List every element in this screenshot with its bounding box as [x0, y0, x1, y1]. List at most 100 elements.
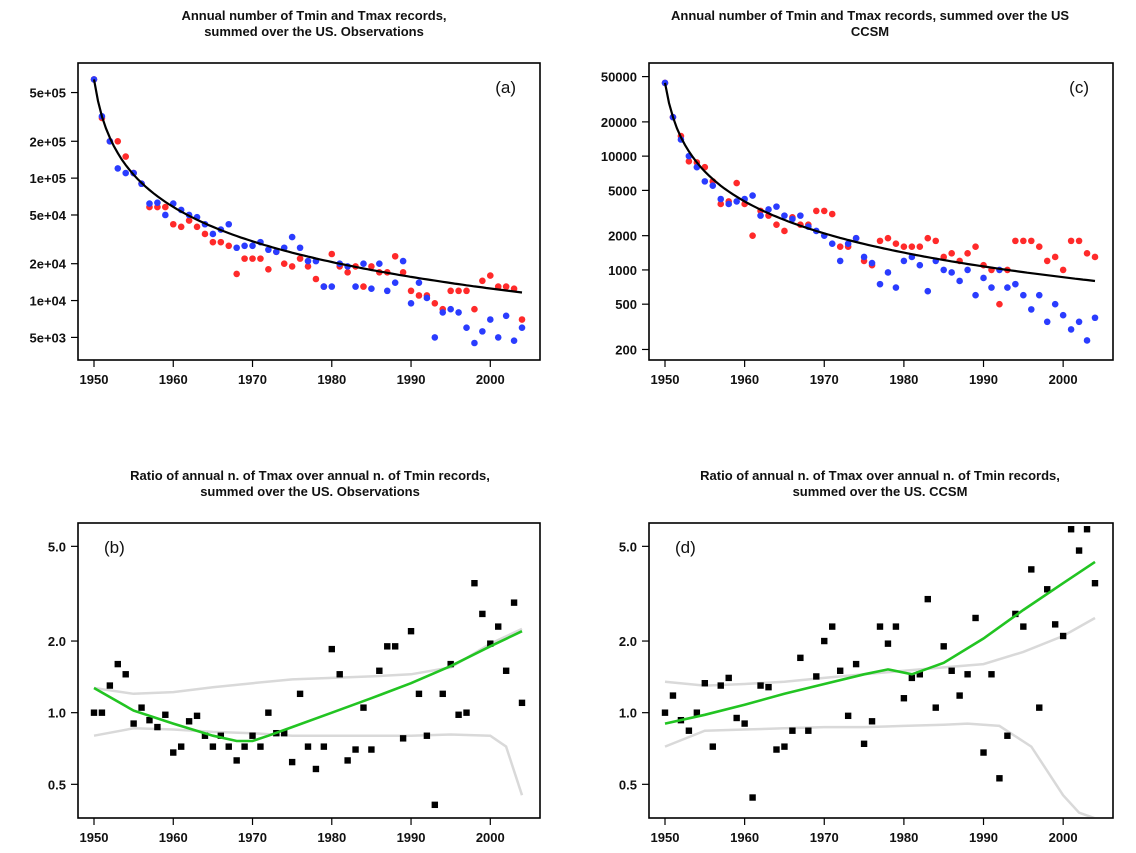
tmax-point — [486, 272, 494, 279]
ratio-point — [344, 757, 351, 764]
ratio-point — [805, 727, 812, 734]
y-tick-label: 5e+03 — [29, 330, 66, 345]
ratio-point — [296, 690, 304, 698]
ratio-point — [471, 580, 478, 587]
tmin-point — [797, 212, 804, 219]
tmax-point — [407, 287, 415, 295]
ratio-point — [447, 660, 454, 668]
ratio-point — [225, 743, 232, 750]
tmin-point — [352, 283, 359, 290]
ratio-point — [502, 667, 510, 674]
ratio-point — [423, 732, 431, 739]
ratio-point — [892, 623, 900, 630]
ratio-point — [304, 743, 312, 750]
series-tmin — [661, 79, 1099, 344]
tmin-point — [757, 212, 764, 219]
x-tick-label: 1970 — [810, 830, 839, 845]
ratio-point — [948, 667, 955, 674]
tmin-point — [486, 316, 494, 323]
tmax-point — [1020, 237, 1027, 245]
ratio-point — [844, 712, 852, 720]
y-tick-label: 0.5 — [619, 777, 637, 792]
tmax-point — [876, 237, 884, 245]
tmin-point — [415, 279, 423, 286]
tmax-point — [1075, 237, 1083, 245]
ratio-point — [320, 743, 328, 750]
tmin-point — [1083, 337, 1091, 344]
tmax-point — [312, 275, 320, 283]
tmin-point — [876, 280, 884, 288]
ratio-point — [852, 660, 860, 668]
y-tick-label: 200 — [615, 342, 637, 357]
x-tick-label: 1950 — [80, 372, 109, 387]
tmin-point — [844, 240, 852, 248]
ratio-point — [900, 695, 908, 702]
tmin-point — [447, 305, 454, 313]
tmin-point — [828, 240, 836, 248]
ratio-point — [288, 758, 296, 766]
tmax-point — [948, 250, 955, 257]
ratio-point — [860, 740, 868, 748]
smooth-fit — [93, 630, 523, 743]
tmax-point — [288, 263, 296, 270]
panel-c-title-line1: Annual number of Tmin and Tmax records, … — [670, 8, 1070, 23]
ratio-point — [781, 743, 788, 750]
tmax-point — [1035, 243, 1043, 251]
ratio-point — [1083, 526, 1091, 533]
tmin-point — [479, 328, 486, 335]
tmax-point — [344, 269, 351, 276]
ratio-point — [972, 614, 979, 622]
chart-a: 1950 1960 1970 1980 1990 2000 5e+03 1e+04 2e+04 5… — [29, 62, 541, 387]
tmin-point — [249, 242, 256, 250]
tmax-point — [518, 316, 526, 323]
series-tmax — [90, 76, 526, 323]
ratio-point — [201, 732, 209, 739]
tmin-point — [781, 212, 788, 219]
tmin-point — [1043, 318, 1051, 326]
ratio-point — [789, 727, 796, 734]
tmax-point — [1091, 253, 1099, 261]
tmin-point — [940, 266, 948, 274]
tmax-point — [415, 292, 423, 299]
y-tick-label: 20000 — [601, 115, 637, 130]
tmin-point — [701, 178, 709, 185]
tmin-point — [733, 198, 740, 205]
tmax-point — [399, 269, 407, 276]
tmin-point — [717, 195, 725, 203]
panel-b-title-line2: summed over the US. Observations — [200, 484, 420, 499]
tmax-point — [225, 242, 233, 250]
tmin-point — [980, 274, 987, 282]
tmin-point — [328, 283, 336, 290]
tmax-point — [169, 220, 177, 228]
ratio-point — [463, 709, 470, 716]
ratio-point — [765, 683, 772, 691]
ratio-point — [996, 775, 1003, 782]
ratio-point — [1075, 547, 1083, 554]
ratio-point — [1091, 580, 1099, 587]
y-tick-label: 1000 — [608, 263, 637, 278]
tmin-point — [972, 291, 979, 299]
ratio-point — [1020, 623, 1027, 630]
ratio-point — [328, 645, 335, 653]
tmin-point — [265, 246, 272, 254]
tmax-point — [932, 237, 940, 245]
ratio-point — [154, 723, 161, 731]
x-tick-label: 1990 — [397, 830, 426, 845]
tmin-point — [1020, 291, 1027, 299]
ratio-point — [98, 709, 106, 716]
ratio-point — [908, 674, 916, 682]
x-tick-label: 1990 — [969, 830, 998, 845]
plot-frame — [77, 522, 541, 819]
tmin-point — [749, 192, 756, 199]
tmin-point — [146, 200, 153, 207]
x-tick-label: 1970 — [238, 372, 267, 387]
tmin-point — [209, 230, 217, 238]
ratio-point — [352, 746, 359, 753]
tmax-point — [1059, 266, 1067, 274]
ratio-point — [725, 674, 732, 682]
x-tick-label: 1960 — [159, 372, 188, 387]
plot-frame — [648, 522, 1114, 819]
tmax-point — [471, 305, 478, 313]
tmin-point — [368, 285, 375, 292]
panel-b-title: Ratio of annual n. of Tmax over annual n… — [60, 468, 560, 500]
